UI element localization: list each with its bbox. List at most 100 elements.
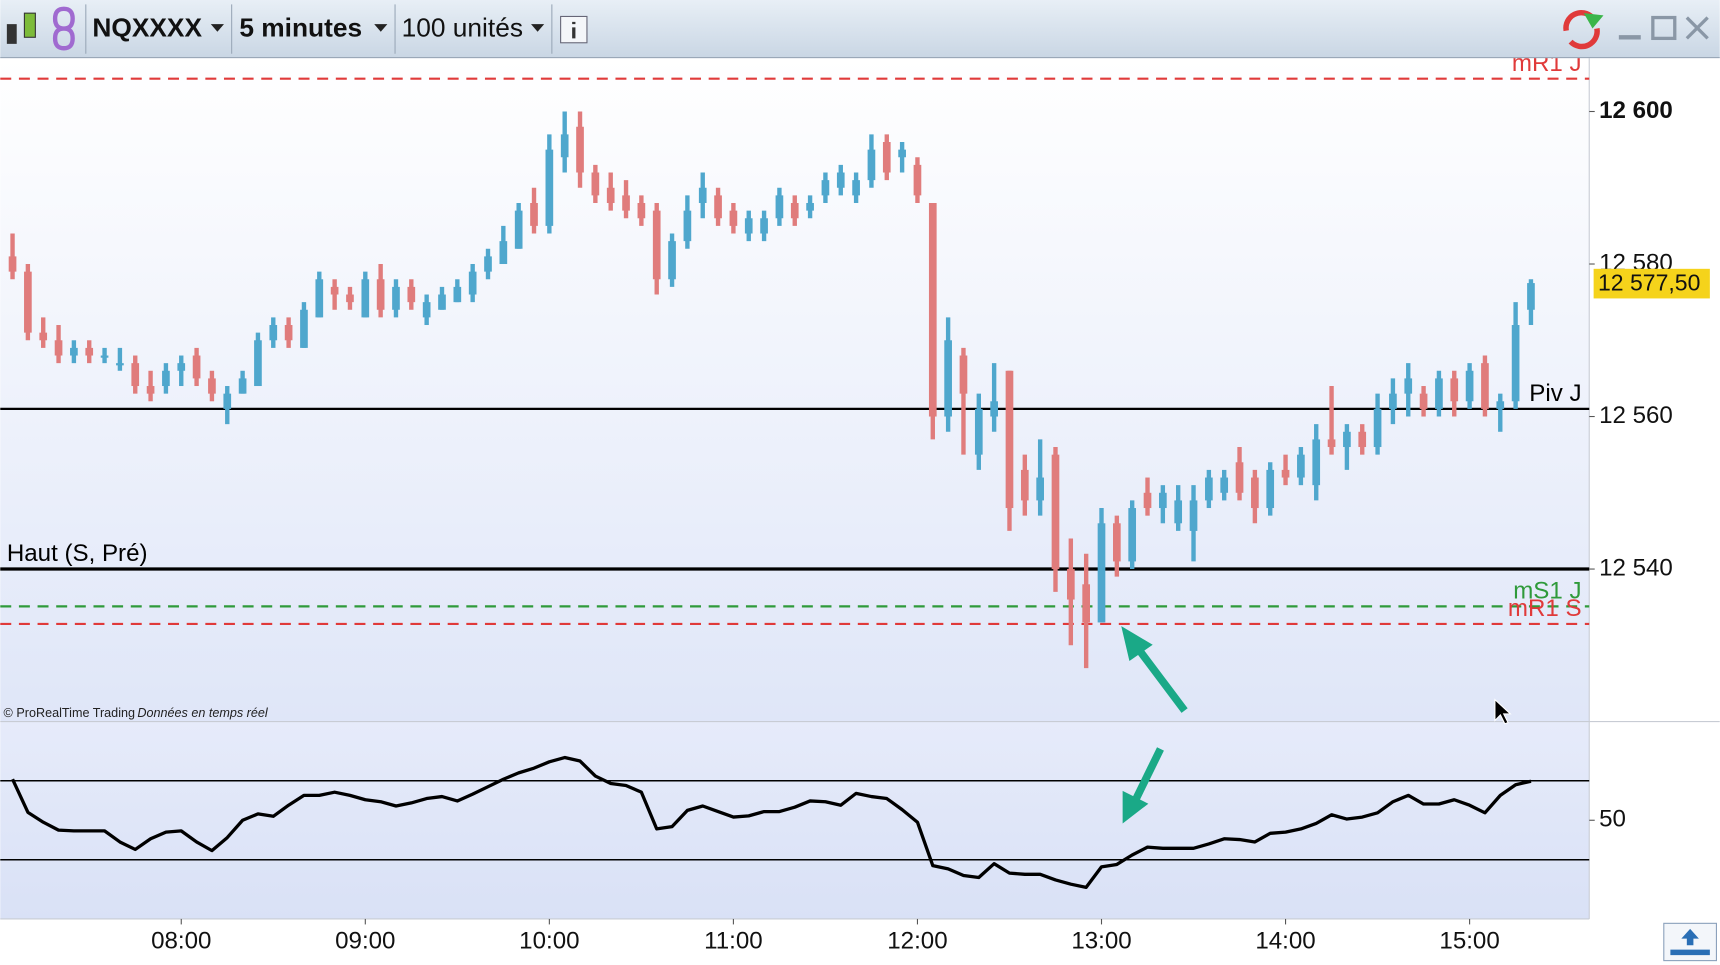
bar-body: [882, 142, 891, 173]
bar-body: [1251, 477, 1259, 509]
bar-body: [959, 355, 968, 394]
bar-body: [254, 340, 262, 387]
bar-body: [928, 203, 937, 417]
bar-body: [392, 286, 400, 310]
refresh-arrow: [1583, 13, 1604, 29]
bar-body: [499, 241, 508, 265]
bar-body: [775, 195, 784, 219]
bar-body: [836, 172, 845, 188]
arrow-head: [1122, 790, 1149, 824]
x-tick-label: 14:00: [1255, 927, 1315, 954]
close-button[interactable]: [1685, 16, 1709, 40]
bar-body: [1097, 523, 1106, 623]
last-price-tag: [1593, 268, 1710, 299]
bar-body: [70, 347, 78, 356]
bar-body: [852, 180, 860, 196]
scroll-icon: [1670, 928, 1710, 956]
bar-body: [100, 355, 109, 358]
y-tick-label: 12 600: [1599, 97, 1673, 124]
dropdown-arrow[interactable]: [531, 24, 545, 32]
bar-body: [898, 149, 906, 158]
bar-body: [361, 279, 370, 318]
bar-body: [591, 172, 600, 196]
bar-body: [54, 340, 63, 356]
x-tick-label: 15:00: [1439, 927, 1499, 954]
x-tick-label: 12:00: [887, 927, 947, 954]
bar-body: [330, 286, 339, 295]
timeframe[interactable]: 5 minutes: [239, 13, 362, 43]
bar-body: [1358, 431, 1367, 448]
x-tick-label: 11:00: [704, 927, 763, 954]
price-axis: [1589, 58, 1720, 919]
bar-body: [1174, 500, 1183, 524]
bar-body: [453, 286, 462, 303]
bar-body: [1189, 500, 1198, 531]
bar-body: [514, 210, 523, 249]
indicator-line: [11, 755, 1532, 890]
bar-body: [530, 203, 538, 226]
bar-body: [1005, 370, 1014, 509]
level-label: mR1 S: [1508, 595, 1582, 622]
indicator-pane: [0, 721, 1590, 919]
bar-body: [622, 195, 630, 211]
indicator-tick-label: 50: [1599, 806, 1626, 833]
bar-body: [1082, 584, 1091, 623]
level-label: Haut (S, Pré): [7, 540, 148, 567]
units[interactable]: 100 unités: [402, 13, 523, 43]
bar-body: [1113, 523, 1121, 562]
bar-body: [438, 294, 446, 310]
arrow: [1135, 646, 1188, 713]
bar-body: [1450, 378, 1459, 402]
bar-body: [760, 218, 768, 234]
bar-body: [24, 271, 32, 333]
bar-body: [683, 210, 692, 242]
bar-body: [1496, 401, 1505, 409]
bar-body: [1066, 569, 1075, 600]
bar-body: [300, 309, 308, 348]
candle-icon: [6, 24, 17, 44]
bar-body: [913, 164, 922, 196]
last-price-label: 12 577,50: [1598, 269, 1700, 295]
symbol[interactable]: NQXXXX: [92, 13, 202, 43]
dropdown-arrow[interactable]: [210, 24, 224, 32]
bar-body: [346, 294, 354, 303]
bar-body: [1036, 477, 1044, 501]
bar-body: [1419, 393, 1428, 409]
arrow-head: [1121, 626, 1153, 662]
link-icon[interactable]: [52, 6, 75, 51]
level-label: Piv J: [1529, 380, 1581, 407]
bar-body: [698, 187, 707, 204]
bar-body: [223, 393, 232, 409]
y-tick-label: 12 540: [1599, 554, 1673, 581]
annotation-arrows: [1121, 626, 1188, 824]
bar-body: [407, 286, 416, 303]
bar-body: [1143, 492, 1152, 509]
bar-body: [284, 325, 293, 341]
bar-body: [85, 347, 94, 356]
arrow: [1131, 747, 1164, 803]
bar-body: [637, 203, 646, 219]
chart-type-button[interactable]: [6, 12, 36, 44]
bar-body: [1465, 370, 1474, 402]
bar-body: [177, 363, 186, 371]
bar-body: [1343, 431, 1351, 448]
bar-body: [606, 187, 615, 204]
bar-body: [944, 340, 952, 417]
bar-body: [116, 363, 124, 366]
x-tick-label: 09:00: [335, 927, 395, 954]
bar-body: [162, 370, 170, 387]
bar-body: [806, 203, 814, 211]
bar-body: [1327, 439, 1336, 448]
copyright: © ProRealTime Trading: [4, 706, 135, 720]
bar-body: [790, 203, 799, 219]
bar-body: [1235, 462, 1244, 493]
bar-body: [1312, 439, 1321, 486]
y-tick-label: 12 560: [1599, 402, 1673, 429]
level-label: mS1 J: [1513, 578, 1581, 605]
maximize-button[interactable]: [1651, 15, 1677, 41]
dropdown-arrow[interactable]: [374, 24, 388, 32]
bar-body: [1404, 378, 1413, 394]
bar-body: [376, 279, 385, 310]
x-tick-label: 08:00: [151, 927, 211, 954]
